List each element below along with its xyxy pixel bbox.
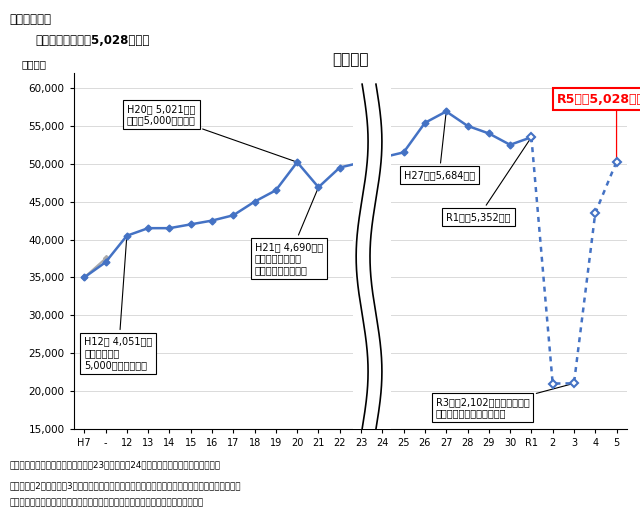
Text: ２　観光客数: ２ 観光客数 [10, 13, 52, 26]
Text: R3年　2,102万人（参考値）
新型コロナウイルス感染症: R3年 2,102万人（参考値） 新型コロナウイルス感染症 [436, 384, 572, 419]
Bar [353, 73, 391, 429]
Text: H27年　5,684万人: H27年 5,684万人 [404, 114, 475, 180]
Text: R1年　5,352万人: R1年 5,352万人 [446, 139, 530, 222]
Text: 表記は、本市の独自推計であり、他の年との時系列による比較はできない。: 表記は、本市の独自推計であり、他の年との時系列による比較はできない。 [10, 498, 204, 507]
Text: （注）令和2年及び令和3年はコロナ祸の影響により全国共通基準に基づく推計を行っておらず、: （注）令和2年及び令和3年はコロナ祸の影響により全国共通基準に基づく推計を行って… [10, 481, 241, 490]
Text: H12年 4,051万人
京都市観光客
5,000万人構想発表: H12年 4,051万人 京都市観光客 5,000万人構想発表 [84, 239, 152, 370]
Text: （千人）: （千人） [21, 59, 46, 69]
Text: ～年間観光客数は5,028万人～: ～年間観光客数は5,028万人～ [35, 34, 150, 47]
Text: H21年 4,690万人
世界的な景気低迷
新型インフルエンザ: H21年 4,690万人 世界的な景気低迷 新型インフルエンザ [255, 190, 323, 275]
Text: （注）調査手法の変更により、平成23年及び平成24年は観光客数を推計していない。: （注）調査手法の変更により、平成23年及び平成24年は観光客数を推計していない。 [10, 460, 221, 469]
Text: R5年　5,028万人: R5年 5,028万人 [557, 93, 640, 106]
Text: H20年 5,021万人
観光客5,000万人達成: H20年 5,021万人 観光客5,000万人達成 [127, 103, 294, 161]
Title: 観光客数: 観光客数 [332, 53, 369, 68]
